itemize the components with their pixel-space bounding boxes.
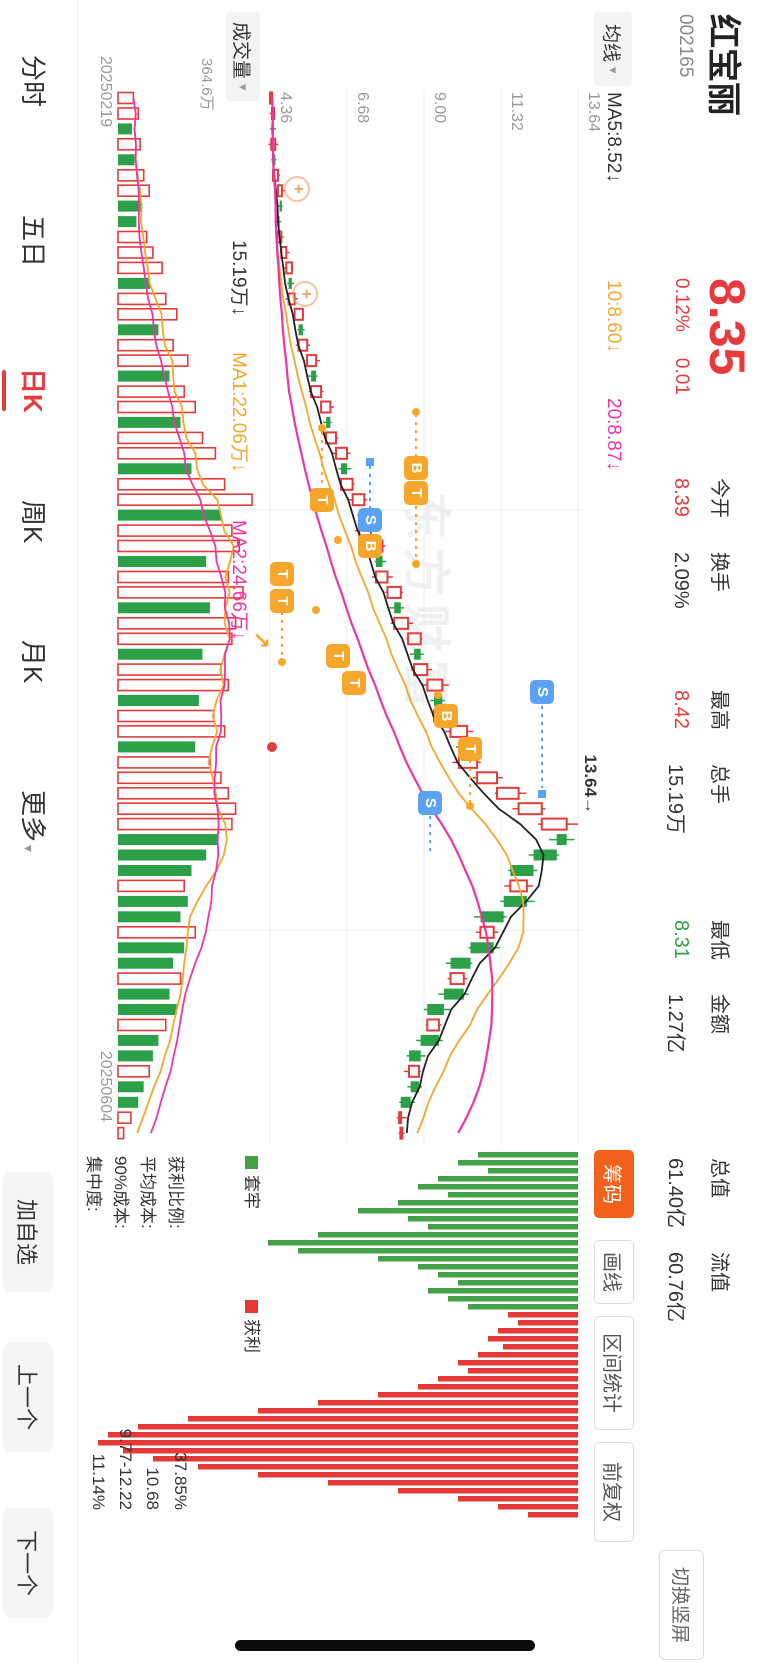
stat-amount: 金额 1.27亿 (663, 994, 736, 1053)
chip-legend-trapped: 套牢 (241, 1156, 266, 1209)
chip-stat-value: 9.77-12.22 (116, 1428, 135, 1510)
volume-axis-max: 364.6万 (198, 58, 215, 111)
tab-周K[interactable]: 周K (18, 500, 48, 544)
chip-stat-row: 90%成本: 9.77-12.22 (110, 1156, 135, 1510)
volume-current-value: 15.19万↓ (228, 240, 249, 317)
chip-stat-label: 平均成本: (138, 1156, 157, 1229)
tab-月K[interactable]: 月K (18, 640, 48, 684)
stat-label: 金额 (708, 994, 730, 1034)
ma-legend-item: MA5:8.52↓ (603, 92, 624, 183)
tool-adjust-button[interactable]: 前复权 (594, 1442, 634, 1542)
stat-label: 最低 (708, 920, 730, 960)
volume-ma1-value: MA1:22.06万↓ (228, 352, 249, 473)
stat-value: 8.31 (670, 920, 692, 959)
volume-ma2-value: MA2:24.66万↓ (228, 520, 249, 641)
kline-legend-row: 均线 ▾ MA5:8.52↓ 10:8.60↓ 20:8.87↓ 筹码画线区间统计前… (584, 0, 640, 1663)
stat-label: 总值 (708, 1158, 730, 1198)
stat-floatcap: 流值 60.76亿 (663, 1252, 736, 1322)
stat-high: 最高 8.42 (669, 690, 736, 730)
stat-mktcap: 总值 61.40亿 (663, 1158, 736, 1228)
volume-indicator-label: 成交量 (230, 22, 252, 80)
ma-legend-item: 20:8.87↓ (603, 398, 624, 471)
stat-value: 8.39 (670, 478, 692, 517)
stat-volume: 总手 15.19万 (663, 764, 736, 834)
tab-日K[interactable]: 日K (16, 368, 53, 413)
volume-indicator-button[interactable]: 成交量 ▾ (226, 12, 260, 101)
stat-value: 15.19万 (664, 764, 686, 835)
stat-value: 2.09% (670, 552, 692, 609)
chip-legend-profit: 获利 (241, 1300, 266, 1353)
prev-stock-button[interactable]: 上一个 (3, 1342, 53, 1452)
chip-stat-label: 获利比例: (166, 1156, 185, 1229)
tool-draw-button[interactable]: 画线 (594, 1240, 634, 1304)
stat-open: 今开 8.39 (669, 478, 736, 518)
chip-panel: 套牢 获利 获利比例: 37.85% 平均成本: 10.68 90%成本: 9.77-12… (74, 1148, 582, 1536)
add-watchlist-button[interactable]: 加自选 (3, 1172, 53, 1292)
chip-histogram (98, 1152, 578, 1518)
chip-stat-value: 37.85% (171, 1452, 190, 1510)
chip-stat-row: 集中度: 11.14% (83, 1156, 108, 1510)
tab-更多[interactable]: 更多▾ (18, 790, 48, 853)
profit-color-swatch (245, 1300, 258, 1313)
stat-turnover: 换手 2.09% (669, 552, 736, 609)
chip-stat-value: 11.14% (89, 1453, 108, 1510)
tab-分时[interactable]: 分时 (18, 55, 48, 108)
chip-stat-row: 平均成本: 10.68 (137, 1156, 162, 1510)
next-stock-button[interactable]: 下一个 (3, 1508, 53, 1618)
stat-label: 流值 (708, 1252, 730, 1292)
ma-legend-item: 10:8.60↓ (603, 280, 624, 353)
tab-五日[interactable]: 五日 (18, 215, 48, 268)
chevron-down-icon: ▾ (21, 845, 37, 853)
chip-stat-label: 集中度: (84, 1156, 103, 1212)
stat-low: 最低 8.31 (669, 920, 736, 960)
chevron-down-icon: ▾ (606, 67, 621, 74)
stat-label: 今开 (708, 478, 730, 518)
stat-label: 总手 (708, 764, 730, 804)
stat-value: 8.42 (670, 690, 692, 729)
stat-value: 61.40亿 (664, 1158, 686, 1229)
ma-button-label: 均线 (600, 24, 622, 63)
chip-stat-value: 10.68 (143, 1467, 162, 1510)
stat-value: 60.76亿 (664, 1252, 686, 1323)
chevron-down-icon: ▾ (236, 84, 251, 91)
stat-value: 1.27亿 (664, 994, 686, 1053)
stat-label: 最高 (708, 690, 730, 730)
stat-label: 换手 (708, 552, 730, 592)
home-indicator[interactable] (235, 1640, 535, 1651)
chip-stat-row: 获利比例: 37.85% (165, 1156, 190, 1510)
tool-range-stat-button[interactable]: 区间统计 (594, 1316, 634, 1430)
ma-settings-button[interactable]: 均线 ▾ (594, 12, 632, 86)
chip-stat-label: 90%成本: (111, 1156, 130, 1229)
tool-chip-button[interactable]: 筹码 (594, 1150, 634, 1218)
trapped-color-swatch (245, 1156, 258, 1169)
header-stats: 今开 8.39 换手 2.09% 最高 8.42 总手 15.19万最低 8.31 金额 1.27亿… (640, 0, 768, 1663)
tab-bar: 分时五日日K 周K 月K 更多▾ 加自选上一个下一个 (0, 0, 78, 1663)
header: 红宝丽 002165 8.35 0.12% 0.01 今开 8.39 换手 2.09%… (640, 0, 768, 1663)
rotate-screen-button[interactable]: 切换竖屏 (659, 1550, 704, 1661)
